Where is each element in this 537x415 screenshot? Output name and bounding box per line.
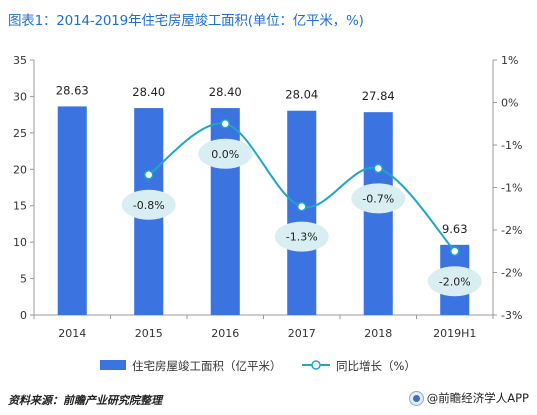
line-marker [450,246,460,256]
left-tick-label: 0 [20,309,27,322]
line-marker [297,201,307,212]
legend-bar-label: 住宅房屋竣工面积（亿平米） [132,359,282,373]
right-tick-label: -2% [501,224,522,237]
left-tick-label: 35 [13,54,27,67]
value-bubble [427,266,482,297]
bar-value-label: 28.63 [56,83,89,97]
value-bubble [121,189,176,220]
line-series: -0.8% 0.0% -1.3% -0.7% -2.0% [121,119,482,297]
x-tick-label: 2014 [58,327,86,340]
bar [287,110,317,315]
bar-value-label: 28.40 [209,85,242,99]
x-tick-label: 2015 [135,327,163,340]
bar-data-labels: 28.63 28.40 28.40 28.04 27.84 9.63 [56,83,468,235]
left-tick-label: 30 [13,90,27,103]
left-tick-label: 25 [13,127,27,140]
line-value-label: -0.8% [133,199,165,212]
x-tick-label: 2016 [211,327,239,340]
x-tick-label: 2019H1 [433,327,476,340]
value-bubble [351,183,406,214]
right-tick-label: -1% [501,182,522,195]
source-note: 资料来源：前瞻产业研究院整理 [8,394,162,407]
right-tick-label: -1% [501,139,522,152]
legend-bar-swatch [100,360,126,370]
right-tick-label: -2% [501,267,522,280]
line-value-label: -0.7% [362,192,394,205]
right-tick-label: 1% [501,54,518,67]
chart-title: 图表1：2014-2019年住宅房屋竣工面积(单位：亿平米，%) [8,13,364,29]
bar-value-label: 28.04 [285,88,318,102]
legend-line-marker [311,360,321,370]
legend-line-label: 同比增长（%） [336,359,416,373]
brand-text: @前瞻经济学人APP [426,391,529,405]
line-value-label: 0.0% [211,148,239,161]
value-bubble [274,221,329,252]
right-tick-label: 0% [501,97,518,110]
line-marker [220,119,230,129]
left-tick-label: 10 [13,236,27,249]
left-tick-label: 5 [20,273,27,286]
left-tick-label: 15 [13,200,27,213]
brand-logo-icon [408,390,424,406]
bar-value-label: 27.84 [362,89,395,103]
legend: 住宅房屋竣工面积（亿平米） 同比增长（%） [100,359,416,373]
value-bubble [198,138,253,169]
x-tick-label: 2018 [364,327,392,340]
right-tick-label: -3% [501,309,522,322]
bar [57,106,87,315]
bar [363,112,393,315]
bar-value-label: 28.40 [132,85,165,99]
bar-value-label: 9.63 [442,222,468,236]
brand-credit: @前瞻经济学人APP [408,390,529,406]
left-tick-label: 20 [13,163,27,176]
x-tick-label: 2017 [288,327,316,340]
line-marker [373,163,383,174]
line-value-label: -1.3% [286,231,318,244]
line-marker [144,170,154,180]
bar-series [57,106,470,315]
line-value-label: -2.0% [439,275,471,288]
axes: 0 5 10 15 20 25 30 35 1% 0% -1% -1% -2% -2% -3% 2014 201… [13,54,522,340]
